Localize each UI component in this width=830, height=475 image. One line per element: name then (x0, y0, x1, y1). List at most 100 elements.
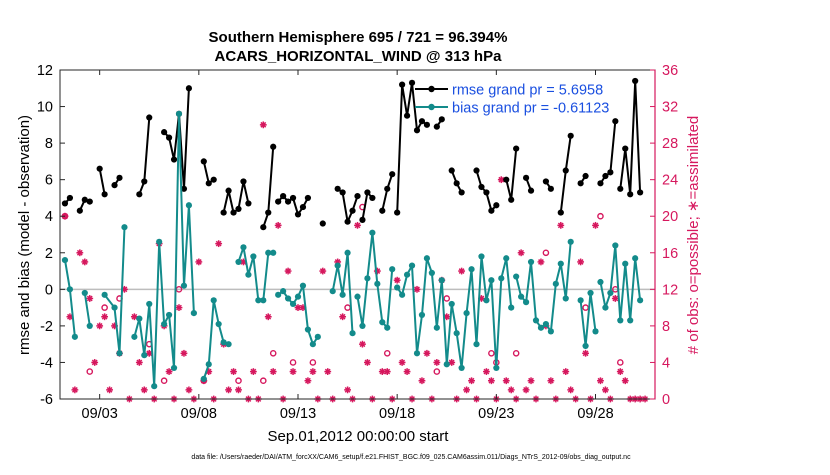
y-tick-label-left: 0 (45, 282, 53, 298)
rmse-point (96, 165, 103, 172)
rmse-point (582, 172, 589, 180)
obs-assimilated-stroke (86, 295, 93, 302)
bias-point (344, 249, 351, 256)
obs-assimilated-stroke (567, 386, 574, 393)
bias-line-segment (396, 255, 513, 369)
bias-point (468, 266, 475, 273)
rmse-point (438, 116, 445, 123)
obs-assimilated-stroke (136, 359, 143, 366)
legend: rmse grand pr = 5.6958 bias grand pr = -… (415, 83, 609, 117)
bias-point (359, 322, 366, 329)
obs-assimilated-marker (507, 386, 515, 394)
rmse-point (617, 185, 624, 192)
rmse-point (448, 167, 455, 174)
bias-point (389, 266, 396, 273)
obs-possible-marker (344, 304, 351, 311)
bias-point (503, 255, 510, 262)
rmse-point (637, 189, 644, 196)
bias-point (235, 258, 242, 266)
rmse-point (384, 185, 391, 192)
obs-assimilated-marker (413, 285, 421, 293)
rmse-point (66, 194, 74, 202)
bias-point (542, 320, 550, 328)
bias-point (299, 282, 307, 289)
obs-assimilated-stroke (379, 368, 386, 375)
bias-line-segment (83, 292, 91, 327)
obs-assimilated-stroke (270, 368, 277, 375)
obs-assimilated-stroke (260, 121, 267, 128)
obs-possible-marker (86, 368, 94, 375)
obs-assimilated-marker (611, 295, 619, 302)
obs-assimilated-marker (468, 377, 475, 385)
obs-assimilated-marker (393, 276, 401, 284)
obs-possible-marker (101, 304, 108, 311)
bias-point (141, 352, 148, 359)
bias-point (403, 271, 411, 278)
bias-point (394, 284, 401, 291)
obs-assimilated-stroke (295, 304, 301, 311)
rmse-point (632, 77, 639, 85)
y-tick-label-left: 6 (45, 173, 53, 189)
bias-point (81, 289, 88, 297)
obs-assimilated-marker (195, 258, 203, 266)
bias-point (289, 300, 297, 308)
bias-point (443, 361, 450, 368)
obs-assimilated-stroke (81, 259, 88, 265)
rmse-point (220, 209, 227, 216)
rmse-point (597, 180, 604, 187)
obs-assimilated-stroke (359, 341, 366, 348)
obs-assimilated-marker (145, 349, 153, 357)
bias-point (552, 280, 559, 287)
bias-point (537, 324, 545, 331)
bias-line-segment (262, 251, 274, 301)
obs-assimilated-marker (364, 359, 371, 366)
bias-point (121, 224, 128, 231)
bias-point (527, 258, 535, 266)
bias-point (215, 320, 222, 328)
bias-line-segment (356, 231, 394, 329)
bias-point (632, 255, 639, 262)
rmse-point (557, 209, 564, 216)
bias-point (275, 291, 282, 298)
bias-point (488, 277, 495, 284)
obs-assimilated-stroke (528, 377, 534, 384)
obs-assimilated-marker (86, 295, 94, 302)
obs-assimilated-stroke (414, 286, 420, 293)
obs-assimilated-marker (130, 313, 138, 321)
bias-point (493, 364, 500, 372)
obs-assimilated-marker (324, 368, 332, 375)
obs-assimilated-stroke (602, 386, 609, 393)
obs-assimilated-marker (96, 322, 104, 330)
obs-assimilated-marker (502, 377, 510, 385)
obs-assimilated-marker (185, 386, 193, 394)
y-tick-label-right: 20 (662, 209, 678, 225)
rmse-point (76, 207, 83, 214)
obs-possible-marker (259, 377, 267, 385)
obs-assimilated-stroke (498, 176, 505, 183)
rmse-point (622, 145, 629, 152)
bias-point (280, 288, 287, 295)
obs-assimilated-marker (230, 368, 237, 375)
rmse-point (260, 224, 267, 231)
bias-point (612, 242, 619, 249)
rmse-point (379, 207, 386, 214)
x-tick-label: 09/03 (82, 406, 118, 422)
bias-point (180, 282, 188, 289)
obs-assimilated-marker (249, 368, 257, 375)
bias-point (607, 289, 614, 297)
rmse-point (101, 191, 108, 198)
obs-assimilated-marker (562, 368, 570, 375)
bias-point (592, 328, 599, 335)
bias-point (483, 297, 490, 304)
rmse-point (245, 200, 252, 207)
obs-assimilated-stroke (67, 313, 73, 320)
y-tick-label-left: 8 (45, 136, 53, 152)
obs-assimilated-marker (71, 386, 79, 394)
obs-assimilated-stroke (547, 377, 554, 384)
obs-assimilated-marker (309, 368, 317, 375)
bias-point (136, 315, 143, 322)
rmse-point (354, 193, 361, 200)
bias-point (165, 311, 173, 319)
rmse-point (210, 176, 217, 183)
bias-point (463, 309, 470, 317)
